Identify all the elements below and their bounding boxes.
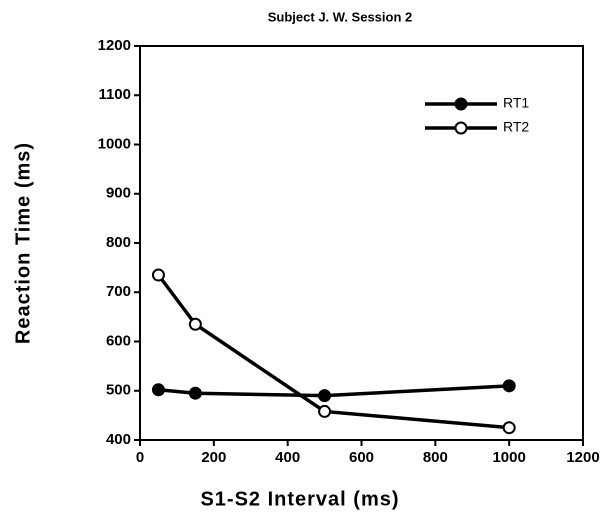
x-axis-label: S1-S2 Interval (ms) (200, 488, 399, 510)
y-tick-label: 600 (106, 332, 131, 349)
data-point (151, 383, 165, 397)
x-tick-label: 800 (423, 449, 448, 466)
y-tick-label: 1200 (98, 37, 131, 54)
data-point (188, 386, 202, 400)
legend-label: RT1 (503, 95, 529, 111)
x-tick-label: 1000 (492, 449, 525, 466)
data-point (151, 268, 165, 282)
data-point (502, 379, 516, 393)
y-tick-label: 800 (106, 234, 131, 251)
x-tick-label: 600 (349, 449, 374, 466)
legend-marker (454, 121, 468, 135)
series-line (158, 384, 510, 398)
data-point (502, 421, 516, 435)
y-tick-label: 700 (106, 283, 131, 300)
x-tick-label: 200 (201, 449, 226, 466)
y-tick-label: 500 (106, 382, 131, 399)
y-axis-label: Reaction Time (ms) (12, 142, 34, 344)
x-tick-label: 400 (275, 449, 300, 466)
series-line (157, 273, 510, 430)
y-tick-label: 900 (106, 185, 131, 202)
x-tick-label: 1200 (566, 449, 599, 466)
data-point (318, 389, 332, 403)
data-point (318, 404, 332, 418)
data-point (188, 317, 202, 331)
legend-marker (454, 97, 468, 111)
y-tick-label: 400 (106, 431, 131, 448)
chart-title: Subject J. W. Session 2 (268, 9, 413, 24)
legend-label: RT2 (503, 119, 529, 135)
y-tick-label: 1100 (98, 86, 131, 103)
x-tick-label: 0 (136, 449, 144, 466)
y-tick-label: 1000 (98, 135, 131, 152)
